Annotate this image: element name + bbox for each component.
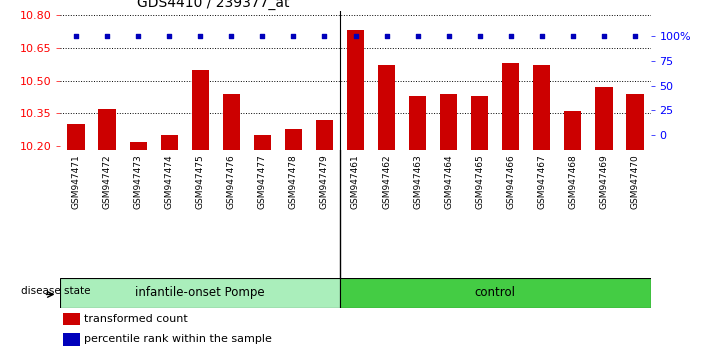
Point xyxy=(350,33,361,39)
Bar xyxy=(533,65,550,150)
Point xyxy=(102,33,113,39)
Text: GSM947475: GSM947475 xyxy=(196,154,205,209)
Text: disease state: disease state xyxy=(21,286,90,296)
Text: GSM947467: GSM947467 xyxy=(538,154,546,209)
Text: GSM947464: GSM947464 xyxy=(444,154,453,209)
Point xyxy=(257,33,268,39)
Point xyxy=(225,33,237,39)
Bar xyxy=(68,124,85,150)
Bar xyxy=(223,94,240,150)
Text: GSM947463: GSM947463 xyxy=(413,154,422,209)
Bar xyxy=(471,96,488,150)
Text: infantile-onset Pompe: infantile-onset Pompe xyxy=(135,286,265,299)
Text: GSM947466: GSM947466 xyxy=(506,154,515,209)
Point xyxy=(381,33,392,39)
Point xyxy=(195,33,206,39)
Text: percentile rank within the sample: percentile rank within the sample xyxy=(84,334,272,344)
Point xyxy=(598,33,609,39)
Point xyxy=(288,33,299,39)
Text: GSM947471: GSM947471 xyxy=(72,154,80,209)
Bar xyxy=(340,278,651,308)
Bar xyxy=(440,94,457,150)
Point xyxy=(474,33,486,39)
Bar xyxy=(63,313,80,325)
Bar xyxy=(347,30,364,150)
Bar xyxy=(595,87,612,150)
Text: control: control xyxy=(475,286,515,299)
Bar xyxy=(129,142,146,150)
Point xyxy=(443,33,454,39)
Bar xyxy=(192,70,209,150)
Text: GSM947469: GSM947469 xyxy=(599,154,609,209)
Text: GSM947479: GSM947479 xyxy=(320,154,329,209)
Bar xyxy=(626,94,643,150)
Bar xyxy=(285,129,302,150)
Point xyxy=(412,33,423,39)
Text: GSM947472: GSM947472 xyxy=(102,154,112,209)
Point xyxy=(536,33,547,39)
Bar xyxy=(63,333,80,346)
Bar xyxy=(99,109,116,150)
Point xyxy=(629,33,641,39)
Bar xyxy=(502,63,519,150)
Bar xyxy=(565,111,582,150)
Text: GSM947462: GSM947462 xyxy=(382,154,391,209)
Text: GDS4410 / 239377_at: GDS4410 / 239377_at xyxy=(137,0,289,10)
Text: GSM947468: GSM947468 xyxy=(568,154,577,209)
Bar xyxy=(378,65,395,150)
Text: GSM947477: GSM947477 xyxy=(258,154,267,209)
Text: GSM947461: GSM947461 xyxy=(351,154,360,209)
Text: GSM947476: GSM947476 xyxy=(227,154,236,209)
Point xyxy=(132,33,144,39)
Bar xyxy=(60,278,340,308)
Point xyxy=(164,33,175,39)
Text: GSM947474: GSM947474 xyxy=(165,154,173,209)
Bar xyxy=(409,96,426,150)
Bar xyxy=(254,135,271,150)
Text: GSM947465: GSM947465 xyxy=(475,154,484,209)
Text: GSM947470: GSM947470 xyxy=(631,154,639,209)
Text: GSM947478: GSM947478 xyxy=(289,154,298,209)
Point xyxy=(319,33,330,39)
Point xyxy=(567,33,579,39)
Point xyxy=(505,33,516,39)
Text: GSM947473: GSM947473 xyxy=(134,154,143,209)
Bar xyxy=(161,135,178,150)
Point xyxy=(70,33,82,39)
Text: transformed count: transformed count xyxy=(84,314,188,324)
Bar xyxy=(316,120,333,150)
